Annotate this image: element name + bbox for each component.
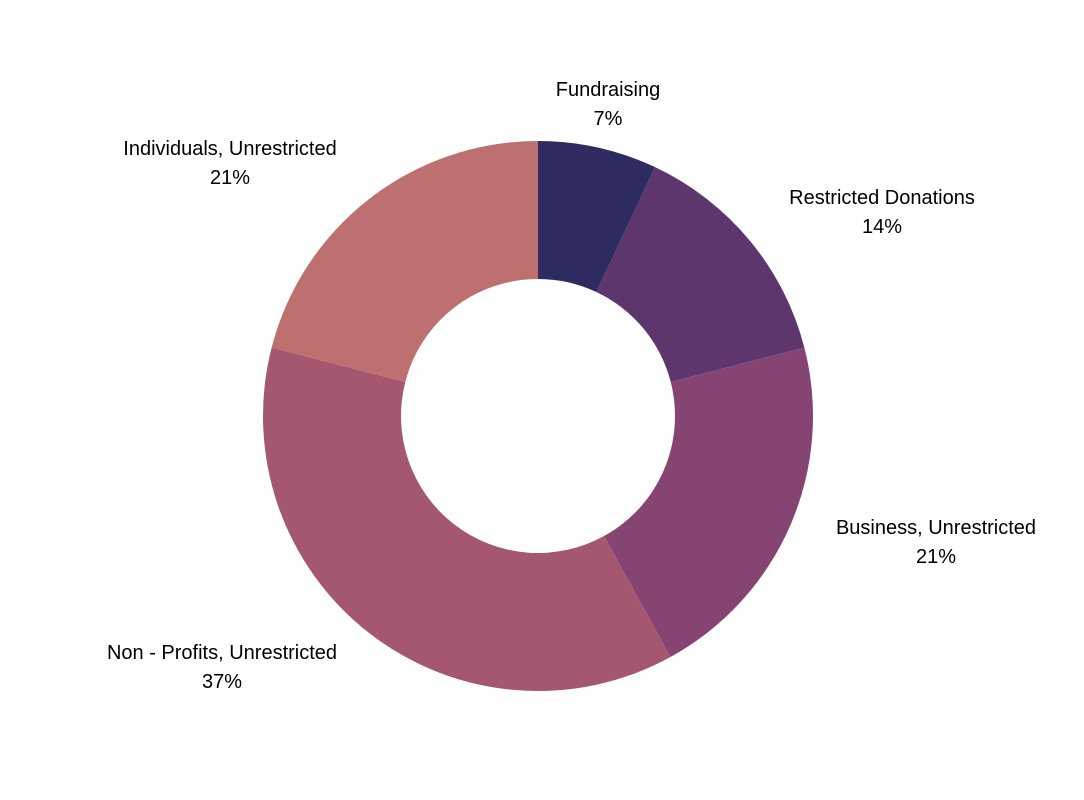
slice-percent: 37% (201, 671, 243, 693)
slices-group (263, 141, 813, 691)
slice-label-fundraising: Fundraising 7% (556, 76, 661, 134)
donut-slice-restricted-donations (596, 167, 805, 382)
slice-percent: 14% (861, 216, 903, 238)
slice-name: Non - Profits, Unrestricted (106, 642, 338, 664)
slice-percent: 7% (593, 108, 623, 130)
slice-name: Fundraising (555, 79, 661, 101)
slice-label-individuals-unrestricted: Individuals, Unrestricted 21% (123, 135, 336, 193)
slice-percent: 21% (209, 167, 251, 189)
donut-slice-non-profits-unrestricted (263, 347, 671, 691)
slice-label-business-unrestricted: Business, Unrestricted 21% (836, 514, 1036, 572)
donut-slice-fundraising (538, 141, 656, 293)
donut-slice-business-unrestricted (604, 347, 813, 657)
slice-name: Restricted Donations (789, 187, 975, 209)
slice-label-non-profits-unrestricted: Non - Profits, Unrestricted 37% (107, 639, 337, 697)
slice-name: Individuals, Unrestricted (123, 138, 337, 160)
slice-label-restricted-donations: Restricted Donations 14% (789, 184, 975, 242)
slice-name: Business, Unrestricted (835, 517, 1037, 539)
slice-percent: 21% (915, 546, 957, 568)
donut-slice-individuals-unrestricted (271, 141, 538, 382)
